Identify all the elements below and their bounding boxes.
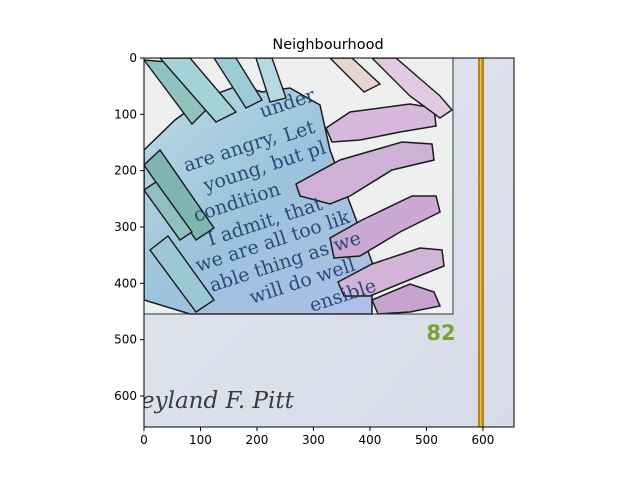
x-tick-label: 600 <box>471 433 494 447</box>
y-tick-label: 200 <box>114 164 137 178</box>
x-tick-label: 400 <box>359 433 382 447</box>
x-tick-label: 200 <box>246 433 269 447</box>
axes-frame <box>143 57 515 428</box>
purple-hand <box>295 141 435 205</box>
x-tick-label: 100 <box>189 433 212 447</box>
y-tick-label: 500 <box>114 333 137 347</box>
y-axis: 0 100 200 300 400 500 600 <box>114 51 144 403</box>
x-tick-label: 300 <box>302 433 325 447</box>
y-tick-label: 300 <box>114 220 137 234</box>
collage-artwork: under Let are angry, young, but pl condi… <box>144 58 454 317</box>
y-tick-label: 100 <box>114 107 137 121</box>
y-tick-label: 400 <box>114 276 137 290</box>
collage-frame <box>144 58 454 315</box>
y-tick-label: 0 <box>129 51 137 65</box>
credit-text: eyland F. Pitt <box>141 388 295 414</box>
x-axis: 0 100 200 300 400 500 600 <box>140 427 494 447</box>
x-tick-label: 500 <box>415 433 438 447</box>
page-number: 82 <box>426 321 455 345</box>
y-tick-label: 600 <box>114 389 137 403</box>
chart-title: Neighbourhood <box>272 37 383 53</box>
image-content: under Let are angry, young, but pl condi… <box>141 58 514 427</box>
x-tick-label: 0 <box>140 433 148 447</box>
